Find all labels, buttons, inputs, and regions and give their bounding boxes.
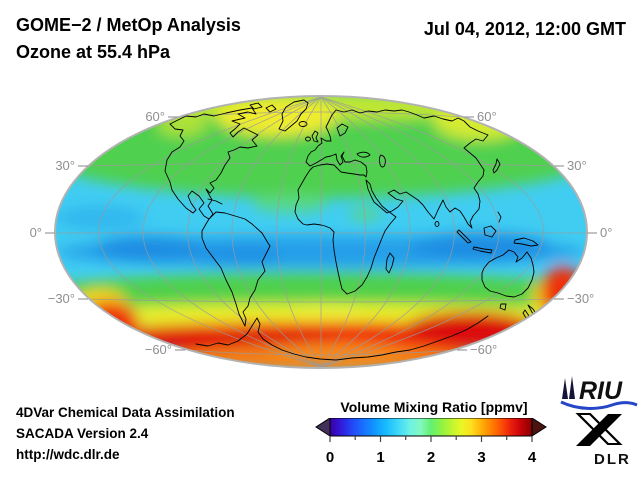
lat-label-right-30s: −30° <box>567 291 594 306</box>
graticule <box>55 96 587 368</box>
lat-label-left-30n: 30° <box>55 158 75 173</box>
title-block: GOME−2 / MetOp Analysis Ozone at 55.4 hP… <box>16 12 241 66</box>
colorbar-tick-0: 0 <box>326 449 334 466</box>
footer-block: 4DVar Chemical Data Assimilation SACADA … <box>16 402 235 465</box>
colorbar: 0 1 2 3 4 <box>315 418 547 466</box>
footer-line-2: SACADA Version 2.4 <box>16 426 149 441</box>
latitude-ticks <box>45 116 597 351</box>
colorbar-tick-marks <box>329 436 533 442</box>
colorbar-tick-3: 3 <box>477 449 485 466</box>
datetime-label: Jul 04, 2012, 12:00 GMT <box>423 19 626 39</box>
title-line-1: GOME−2 / MetOp Analysis <box>16 15 241 35</box>
lat-label-left-60n: 60° <box>145 109 165 124</box>
footer-line-1: 4DVar Chemical Data Assimilation <box>16 405 235 420</box>
dlr-logo: DLR <box>575 413 631 468</box>
riu-logo-text: RIU <box>579 377 623 405</box>
colorbar-title: Volume Mixing Ratio [ppmv] <box>340 399 528 415</box>
lat-label-right-60s: −60° <box>470 342 497 357</box>
footer-url: http://wdc.dlr.de <box>16 447 120 462</box>
coastlines <box>164 99 539 361</box>
lat-label-left-30s: −30° <box>48 291 75 306</box>
globe-outline <box>54 95 588 369</box>
lat-label-left-60s: −60° <box>145 342 172 357</box>
colorbar-tick-4: 4 <box>528 449 537 466</box>
latitude-labels: 60° 30° 0° −30° −60° 60° 30° 0° −30° −60… <box>30 109 613 357</box>
colorbar-tick-labels: 0 1 2 3 4 <box>326 449 537 466</box>
colorbar-tick-2: 2 <box>427 449 435 466</box>
dlr-logo-text: DLR <box>594 451 631 468</box>
colorbar-gradient-bar <box>329 418 533 437</box>
riu-logo: RIU <box>560 376 638 410</box>
dlr-emblem-icon <box>575 413 623 446</box>
cathedral-icon <box>562 376 575 399</box>
colorbar-tick-1: 1 <box>376 449 384 466</box>
lat-label-left-0: 0° <box>30 225 42 240</box>
lat-label-right-60n: 60° <box>477 109 497 124</box>
title-line-2: Ozone at 55.4 hPa <box>16 42 171 62</box>
lat-label-right-30n: 30° <box>567 158 587 173</box>
lat-label-right-0: 0° <box>600 225 612 240</box>
colorbar-over-arrow <box>531 418 547 437</box>
riu-swoosh <box>560 400 638 410</box>
colorbar-under-arrow <box>315 418 331 437</box>
world-map: 60° 30° 0° −30° −60° 60° 30° 0° −30° −60… <box>30 95 613 369</box>
